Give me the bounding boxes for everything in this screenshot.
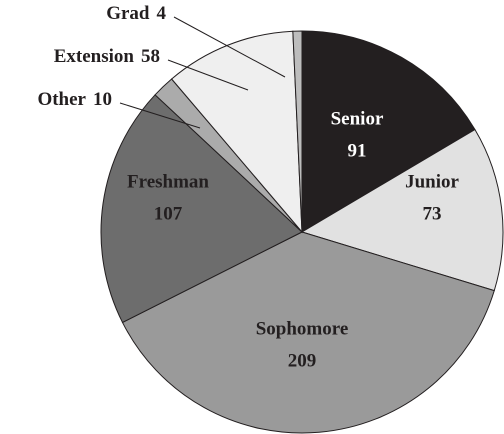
pie-slice: [121, 231, 495, 434]
pie-slice: [292, 30, 303, 233]
pie-slice: [100, 94, 303, 324]
pie-slice: [300, 128, 504, 292]
slice-value: 91: [348, 140, 367, 161]
slice-label: Grad 4: [106, 3, 166, 24]
slice-label-value: 58: [141, 46, 160, 67]
slice-label-value: 10: [93, 89, 112, 110]
slice-value: 209: [288, 350, 317, 371]
slice-value: 73: [423, 203, 442, 224]
leader-line: [119, 102, 201, 129]
slice-label-value: 4: [157, 3, 167, 24]
slice-label-name: Other: [37, 89, 86, 110]
slice-label-name: Grad: [106, 3, 150, 24]
slice-label: Extension 58: [54, 46, 160, 67]
slice-label: Junior: [405, 171, 459, 192]
slice-label: Other 10: [37, 89, 112, 110]
slice-label: Freshman: [127, 171, 209, 192]
slice-value: 107: [154, 203, 183, 224]
pie-slice: [170, 30, 303, 234]
leader-line: [167, 59, 249, 91]
slice-label-name: Extension: [54, 46, 135, 67]
slice-label: Sophomore: [256, 318, 349, 339]
pie-slice: [301, 30, 476, 233]
slice-label: Senior: [331, 108, 384, 129]
leader-line: [173, 16, 286, 78]
